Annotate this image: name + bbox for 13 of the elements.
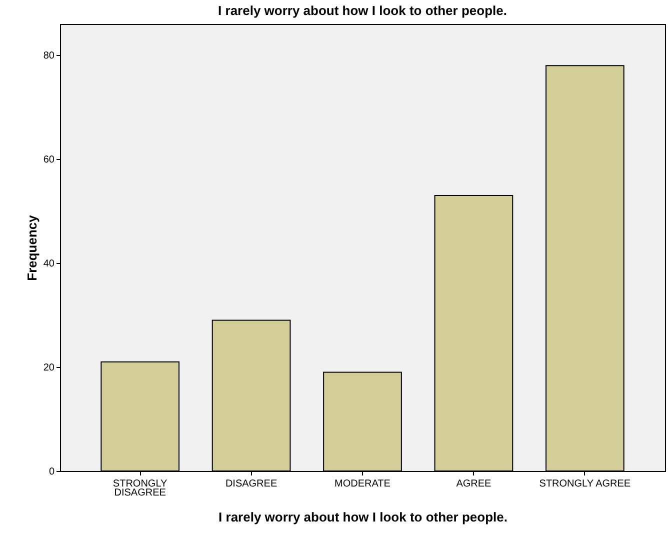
x-tick-label: STRONGLY AGREE — [539, 478, 631, 490]
x-tick-label: AGREE — [456, 478, 492, 490]
x-tick-label: DISAGREE — [225, 478, 278, 490]
x-tick-label: MODERATE — [334, 478, 391, 490]
y-axis-title: Frequency — [24, 214, 40, 281]
y-tick-label: 20 — [43, 362, 55, 374]
y-tick-label: 80 — [43, 50, 55, 62]
y-tick-label: 60 — [43, 154, 55, 166]
y-tick-label: 0 — [48, 466, 55, 478]
x-tick-label: STRONGLY DISAGREE — [112, 478, 168, 498]
y-tick-label: 40 — [43, 258, 55, 270]
chart-title: I rarely worry about how I look to other people. — [218, 3, 507, 18]
x-axis-title: I rarely worry about how I look to other people. — [218, 510, 508, 524]
